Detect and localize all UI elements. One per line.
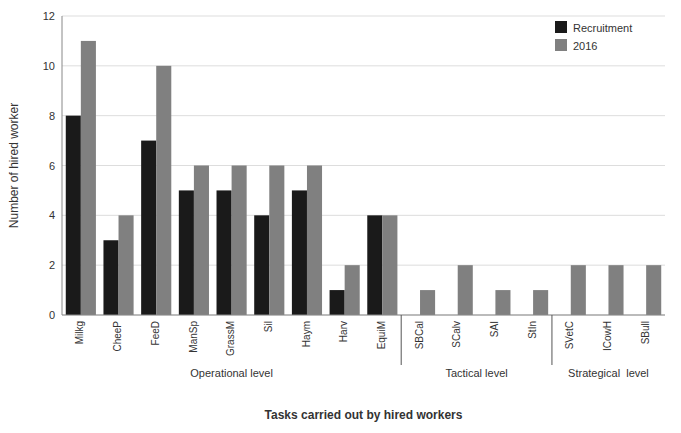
y-axis-title: Number of hired worker <box>7 103 21 228</box>
legend-swatch <box>555 21 567 33</box>
bar <box>292 190 307 315</box>
bar <box>156 66 171 315</box>
bar <box>254 215 269 315</box>
x-tick-label: SVetC <box>564 321 575 349</box>
bar <box>458 265 473 315</box>
bar <box>307 166 322 316</box>
grid-line <box>62 315 665 316</box>
bar <box>533 290 548 315</box>
bar <box>330 290 345 315</box>
legend-label: 2016 <box>573 40 597 52</box>
bar <box>66 116 81 315</box>
bar <box>608 265 623 315</box>
y-tick-label: 4 <box>49 209 55 221</box>
x-tick-label: ICowH <box>602 321 613 351</box>
y-axis: 0 2 4 6 8 10 12 <box>43 10 62 321</box>
group-label: Tactical level <box>445 367 507 379</box>
group-divider <box>551 315 552 365</box>
bar <box>194 166 209 316</box>
group-label: Strategical level <box>568 367 649 379</box>
group-label: Operational level <box>190 367 273 379</box>
y-tick-label: 2 <box>49 259 55 271</box>
x-axis-line <box>62 315 665 316</box>
x-tick-label: Milkg <box>74 321 85 344</box>
legend-label: Recruitment <box>573 22 632 34</box>
y-tick-label: 0 <box>49 309 55 321</box>
bar <box>81 41 96 315</box>
x-tick-label: ManSp <box>188 321 199 353</box>
x-tick-label: StIn <box>527 321 538 339</box>
bar <box>269 166 284 316</box>
bar <box>141 141 156 315</box>
bar <box>119 215 134 315</box>
x-tick-label: Haym <box>301 321 312 347</box>
x-tick-label: SCalv <box>451 321 462 348</box>
bars <box>66 41 661 315</box>
y-tick-label: 12 <box>43 10 55 22</box>
bar <box>420 290 435 315</box>
bar <box>345 265 360 315</box>
y-axis-line <box>62 16 63 315</box>
group-labels: Operational level Tactical level Strategic… <box>190 315 649 379</box>
grid-line <box>62 115 665 116</box>
x-tick-label: Sil <box>263 321 274 332</box>
group-divider <box>401 315 402 365</box>
y-tick-label: 10 <box>43 60 55 72</box>
grid <box>62 16 665 315</box>
chart: 0 2 4 6 8 10 12 Milkg CheeP FeeD ManSp GrassM Sil Hay… <box>0 0 681 433</box>
legend: Recruitment 2016 <box>555 21 632 52</box>
x-tick-label: GrassM <box>225 321 236 356</box>
grid-line <box>62 65 665 66</box>
bar <box>646 265 661 315</box>
bar <box>103 240 118 315</box>
x-tick-label: Harv <box>338 321 349 342</box>
x-tick-label: SBCal <box>414 321 425 349</box>
x-tick-label: SAI <box>489 321 500 337</box>
x-axis: Milkg CheeP FeeD ManSp GrassM Sil Haym Harv Equi… <box>74 321 650 356</box>
bar <box>382 215 397 315</box>
bar <box>367 215 382 315</box>
bar <box>232 166 247 316</box>
y-tick-label: 6 <box>49 160 55 172</box>
grid-line <box>62 16 665 17</box>
y-tick-label: 8 <box>49 110 55 122</box>
bar <box>495 290 510 315</box>
series <box>66 116 383 315</box>
series <box>81 41 661 315</box>
x-tick-label: FeeD <box>150 321 161 345</box>
bar <box>217 190 232 315</box>
x-axis-title: Tasks carried out by hired workers <box>265 408 463 422</box>
bar <box>571 265 586 315</box>
legend-swatch <box>555 39 567 51</box>
x-tick-label: SBull <box>640 321 651 344</box>
x-tick-label: CheeP <box>112 321 123 352</box>
bar <box>179 190 194 315</box>
x-tick-label: EquiM <box>376 321 387 349</box>
